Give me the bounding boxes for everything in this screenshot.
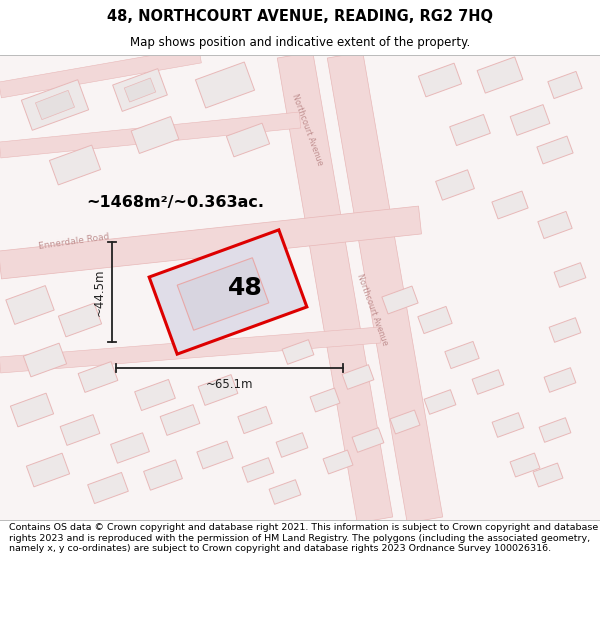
Polygon shape xyxy=(131,116,179,154)
Polygon shape xyxy=(226,123,269,157)
Polygon shape xyxy=(22,80,89,130)
Polygon shape xyxy=(449,114,490,146)
Polygon shape xyxy=(327,52,443,523)
Text: ~1468m²/~0.363ac.: ~1468m²/~0.363ac. xyxy=(86,194,264,209)
Polygon shape xyxy=(549,318,581,342)
Polygon shape xyxy=(539,418,571,442)
Polygon shape xyxy=(113,69,167,111)
Polygon shape xyxy=(60,414,100,446)
Text: 48: 48 xyxy=(227,276,262,300)
Polygon shape xyxy=(342,365,374,389)
Polygon shape xyxy=(196,62,254,108)
Polygon shape xyxy=(477,57,523,93)
Text: Contains OS data © Crown copyright and database right 2021. This information is : Contains OS data © Crown copyright and d… xyxy=(9,523,598,553)
Polygon shape xyxy=(88,472,128,504)
Polygon shape xyxy=(35,91,74,119)
Polygon shape xyxy=(58,303,101,337)
Polygon shape xyxy=(238,406,272,434)
Polygon shape xyxy=(323,450,353,474)
Text: 48, NORTHCOURT AVENUE, READING, RG2 7HQ: 48, NORTHCOURT AVENUE, READING, RG2 7HQ xyxy=(107,9,493,24)
Polygon shape xyxy=(436,170,475,200)
Polygon shape xyxy=(143,460,182,490)
Polygon shape xyxy=(310,388,340,412)
Polygon shape xyxy=(537,136,573,164)
Text: ~65.1m: ~65.1m xyxy=(206,378,253,391)
Polygon shape xyxy=(418,306,452,334)
Polygon shape xyxy=(134,379,175,411)
Polygon shape xyxy=(177,258,269,330)
Text: Northcourt Avenue: Northcourt Avenue xyxy=(290,93,324,167)
Text: Northcourt Avenue: Northcourt Avenue xyxy=(355,273,389,347)
Polygon shape xyxy=(282,340,314,364)
Polygon shape xyxy=(49,145,101,185)
Polygon shape xyxy=(269,480,301,504)
Polygon shape xyxy=(533,463,563,487)
Polygon shape xyxy=(472,370,504,394)
Polygon shape xyxy=(418,63,461,97)
Polygon shape xyxy=(276,432,308,457)
Polygon shape xyxy=(382,286,418,314)
Polygon shape xyxy=(492,412,524,437)
Polygon shape xyxy=(23,343,67,377)
Text: Ennerdale Road: Ennerdale Road xyxy=(38,232,110,251)
Polygon shape xyxy=(445,341,479,369)
Polygon shape xyxy=(10,393,53,427)
Polygon shape xyxy=(510,104,550,136)
Polygon shape xyxy=(277,52,393,523)
Polygon shape xyxy=(0,327,380,373)
Polygon shape xyxy=(124,78,156,102)
Polygon shape xyxy=(78,362,118,392)
Text: Map shows position and indicative extent of the property.: Map shows position and indicative extent… xyxy=(130,36,470,49)
Polygon shape xyxy=(242,458,274,482)
Polygon shape xyxy=(352,428,384,452)
Polygon shape xyxy=(110,432,149,463)
Polygon shape xyxy=(538,211,572,239)
Polygon shape xyxy=(0,47,202,98)
Polygon shape xyxy=(198,374,238,406)
Polygon shape xyxy=(424,390,456,414)
Text: ~44.5m: ~44.5m xyxy=(93,268,106,316)
Polygon shape xyxy=(548,71,582,99)
Polygon shape xyxy=(149,230,307,354)
Polygon shape xyxy=(492,191,528,219)
Polygon shape xyxy=(390,410,420,434)
Polygon shape xyxy=(544,368,576,392)
Polygon shape xyxy=(26,453,70,487)
Polygon shape xyxy=(6,286,54,324)
Polygon shape xyxy=(510,453,540,477)
Polygon shape xyxy=(0,112,301,158)
Polygon shape xyxy=(160,404,200,436)
Polygon shape xyxy=(197,441,233,469)
Polygon shape xyxy=(0,206,421,279)
Polygon shape xyxy=(554,262,586,288)
